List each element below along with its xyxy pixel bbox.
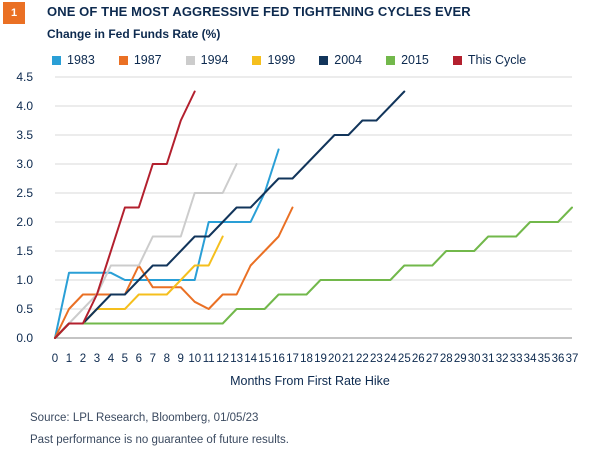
x-tick-label: 12 [216, 353, 229, 365]
x-tick-label: 26 [412, 353, 425, 365]
legend-swatch [52, 55, 61, 65]
legend-swatch [185, 55, 195, 65]
x-tick-label: 10 [188, 353, 201, 365]
legend-swatch [118, 55, 128, 65]
series-line-1983 [54, 148, 280, 339]
legend-item: 1983 [52, 53, 95, 67]
series-line-2004 [54, 90, 406, 339]
y-tick-label: 2.0 [16, 215, 33, 229]
x-tick-label: 8 [164, 353, 170, 365]
x-tick-label: 16 [272, 353, 285, 365]
legend-label: This Cycle [467, 53, 527, 67]
x-tick-label: 7 [150, 353, 156, 365]
chart-title: ONE OF THE MOST AGGRESSIVE FED TIGHTENIN… [47, 4, 471, 19]
x-tick-label: 2 [80, 353, 86, 365]
legend-swatch [252, 55, 262, 65]
x-tick-label: 37 [566, 353, 579, 365]
legend-label: 1987 [133, 53, 162, 67]
y-axis-title: Change in Fed Funds Rate (%) [47, 27, 221, 41]
x-tick-label: 14 [244, 353, 257, 365]
legend-label: 1999 [267, 53, 296, 67]
legend: 1983 1987 1994 1999 2004 2015 This Cycle [52, 52, 550, 68]
y-tick-label: 0.5 [16, 302, 33, 316]
x-tick-label: 34 [524, 353, 537, 365]
y-tick-label: 3.5 [16, 128, 33, 142]
x-tick-label: 13 [230, 353, 243, 365]
legend-item: 1987 [118, 53, 162, 67]
x-tick-label: 6 [136, 353, 142, 365]
x-tick-label: 11 [203, 353, 215, 365]
y-tick-label: 2.5 [16, 186, 33, 200]
x-tick-label: 4 [108, 353, 115, 365]
disclaimer-note: Past performance is no guarantee of futu… [30, 434, 289, 446]
y-tick-label: 1.5 [16, 244, 33, 258]
legend-item: 1999 [252, 53, 295, 67]
x-tick-label: 3 [94, 353, 100, 365]
x-tick-label: 33 [510, 353, 523, 365]
x-tick-label: 20 [328, 353, 341, 365]
x-tick-label: 9 [178, 353, 184, 365]
x-tick-label: 22 [356, 353, 369, 365]
x-tick-label: 15 [258, 353, 271, 365]
x-tick-label: 5 [122, 353, 128, 365]
x-tick-label: 25 [398, 353, 411, 365]
x-tick-label: 24 [384, 353, 397, 365]
x-tick-label: 32 [496, 353, 509, 365]
x-tick-label: 23 [370, 353, 383, 365]
legend-item: 2004 [319, 53, 362, 67]
figure-number-badge: 1 [3, 2, 25, 24]
legend-label: 1983 [67, 53, 95, 67]
legend-swatch [386, 55, 396, 65]
x-tick-label: 27 [426, 353, 439, 365]
line-chart: 0.00.51.01.52.02.53.03.54.04.50 1 2 3 4 5 6 7 8 9… [16, 70, 578, 388]
legend-item: 1994 [185, 53, 229, 67]
y-tick-label: 4.5 [16, 70, 33, 84]
grid-lines [55, 76, 572, 310]
x-tick-label: 35 [538, 353, 551, 365]
x-tick-label: 1 [66, 353, 72, 365]
legend-swatch [452, 55, 462, 65]
legend-item: 2015 [386, 53, 429, 67]
x-tick-label: 30 [468, 353, 481, 365]
y-tick-label: 0.0 [16, 331, 33, 345]
x-tick-label: 36 [552, 353, 565, 365]
x-axis-title: Months From First Rate Hike [230, 374, 390, 388]
legend-label: 2015 [401, 53, 429, 67]
axes: 0.00.51.01.52.02.53.03.54.04.50 1 2 3 4 5 6 7 8 9… [16, 70, 578, 365]
y-tick-label: 3.0 [16, 157, 33, 171]
x-tick-label: 28 [440, 353, 453, 365]
legend-label: 2004 [334, 53, 363, 67]
source-note: Source: LPL Research, Bloomberg, 01/05/2… [30, 412, 259, 424]
x-tick-label: 19 [314, 353, 327, 365]
legend-swatch [319, 55, 329, 65]
x-tick-label: 0 [52, 353, 58, 365]
x-tick-label: 21 [342, 353, 355, 365]
x-tick-label: 29 [454, 353, 467, 365]
series-lines [54, 90, 573, 339]
series-line-1994 [54, 163, 238, 339]
y-tick-label: 4.0 [16, 99, 33, 113]
series-line-2015 [54, 206, 573, 339]
legend-label: 1994 [200, 53, 229, 67]
x-tick-label: 18 [300, 353, 313, 365]
legend-item: This Cycle [452, 53, 527, 67]
x-tick-label: 17 [286, 353, 299, 365]
y-tick-label: 1.0 [16, 273, 33, 287]
series-line-this-cycle [54, 90, 196, 339]
x-tick-label: 31 [482, 353, 495, 365]
